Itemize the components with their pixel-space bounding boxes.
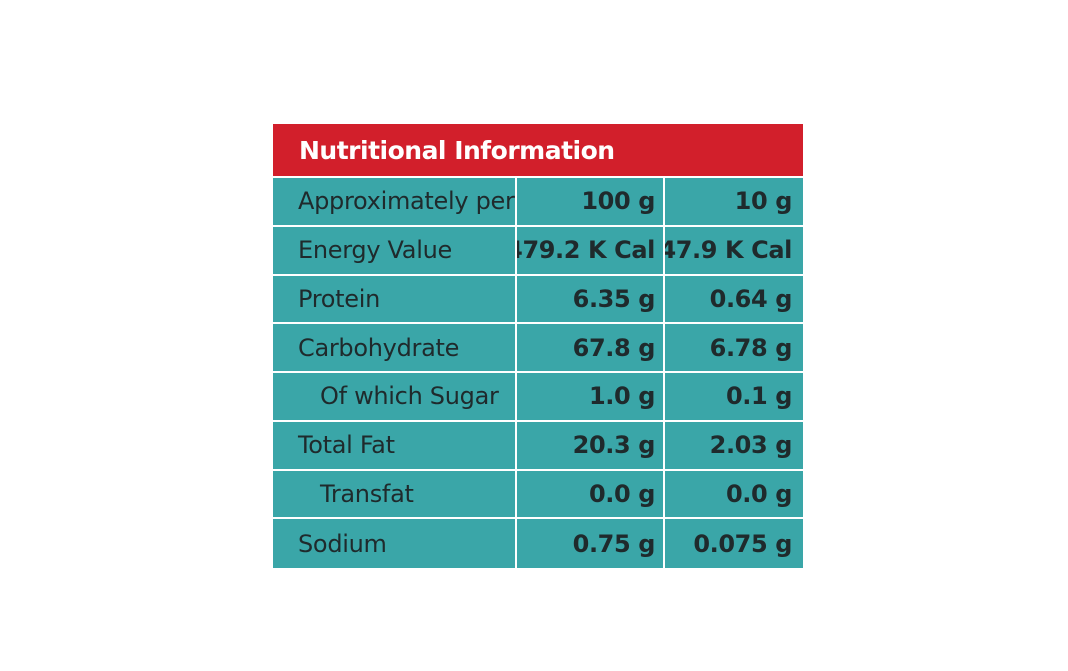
value-per-100g: 479.2 K Cal (517, 226, 665, 274)
value-per-100g: 0.0 g (517, 470, 665, 518)
value-per-10g: 47.9 K Cal (665, 236, 792, 265)
value-per-10g: 10 g (734, 187, 793, 216)
table-row-total-fat: Total Fat 20.3 g 2.03 g (273, 421, 803, 471)
row-label: Carbohydrate (273, 324, 517, 371)
row-label: Sodium (273, 519, 517, 568)
value-per-100g: 0.75 g (517, 519, 665, 568)
table-row-sodium: Sodium 0.75 g 0.075 g (273, 519, 803, 568)
value-per-10g: 0.075 g (693, 529, 792, 558)
table-row-transfat: Transfat 0.0 g 0.0 g (273, 470, 803, 520)
value-per-100g: 1.0 g (517, 373, 665, 420)
table-title: Nutritional Information (299, 136, 615, 165)
value-per-10g: 0.64 g (709, 284, 793, 313)
value-per-100g: 67.8 g (517, 324, 665, 371)
table-row-energy: Energy Value 479.2 K Cal 47.9 K Cal (273, 226, 803, 276)
value-per-100g: 100 g (517, 178, 665, 225)
table-row-protein: Protein 6.35 g 0.64 g (273, 275, 803, 325)
value-per-10g: 0.1 g (725, 382, 792, 411)
row-label: Total Fat (273, 421, 517, 469)
table-row-sugar: Of which Sugar 1.0 g 0.1 g (273, 373, 803, 422)
value-per-10g: 2.03 g (709, 431, 793, 460)
table-header: Nutritional Information (273, 124, 803, 176)
row-label: Energy Value (273, 226, 517, 274)
row-label: Approximately per (273, 178, 517, 225)
value-per-10g: 0.0 g (725, 479, 792, 508)
row-label: Protein (273, 275, 517, 323)
table-row-serving: Approximately per 100 g 10 g (273, 178, 803, 227)
value-per-10g: 6.78 g (709, 333, 793, 362)
nutrition-table: Nutritional Information Approximately pe… (273, 124, 803, 570)
value-per-100g: 20.3 g (517, 421, 665, 469)
table-body: Approximately per 100 g 10 g Energy Valu… (273, 176, 803, 570)
row-label: Of which Sugar (273, 373, 517, 420)
row-label: Transfat (273, 470, 517, 518)
value-per-100g: 6.35 g (517, 275, 665, 323)
table-row-carbohydrate: Carbohydrate 67.8 g 6.78 g (273, 324, 803, 373)
